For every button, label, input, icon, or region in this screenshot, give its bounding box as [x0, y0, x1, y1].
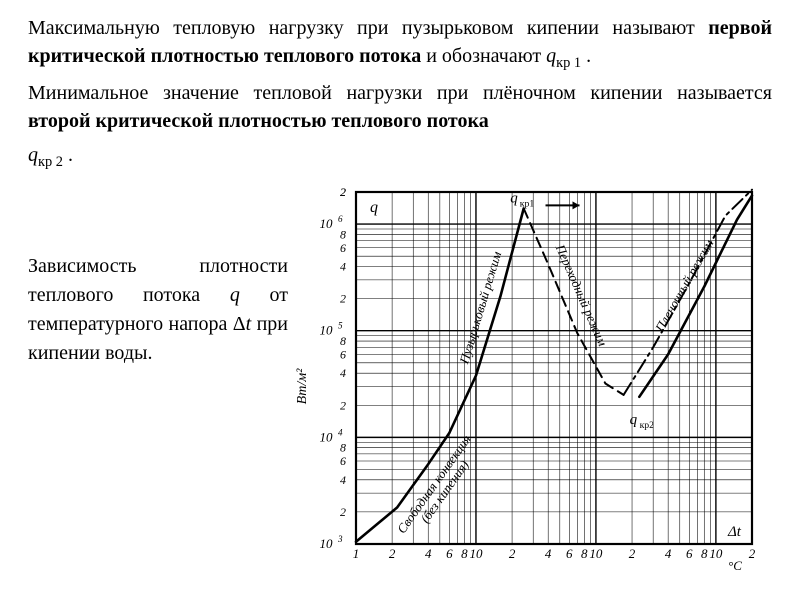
- svg-text:4: 4: [340, 366, 346, 380]
- svg-text:10: 10: [589, 546, 603, 561]
- svg-text:2: 2: [509, 546, 516, 561]
- p3-symbol: q: [28, 144, 38, 166]
- svg-text:3: 3: [337, 534, 343, 544]
- svg-text:2: 2: [340, 399, 346, 413]
- svg-text:2: 2: [340, 185, 346, 199]
- svg-text:6: 6: [446, 546, 453, 561]
- p1-symbol: q: [546, 45, 556, 67]
- svg-text:5: 5: [338, 321, 343, 331]
- svg-text:4: 4: [665, 546, 672, 561]
- svg-text:4: 4: [545, 546, 552, 561]
- svg-text:2: 2: [389, 546, 396, 561]
- svg-text:4: 4: [340, 473, 346, 487]
- svg-text:кр2: кр2: [640, 420, 655, 431]
- svg-text:4: 4: [340, 260, 346, 274]
- svg-text:8: 8: [340, 334, 346, 348]
- svg-text:10: 10: [320, 323, 334, 338]
- svg-text:8: 8: [701, 546, 708, 561]
- svg-text:8: 8: [461, 546, 468, 561]
- svg-text:6: 6: [340, 348, 346, 362]
- svg-text:1: 1: [353, 546, 360, 561]
- paragraph-2: Минимальное значение тепловой нагрузки п…: [28, 79, 772, 135]
- svg-text:10: 10: [320, 216, 334, 231]
- svg-text:4: 4: [425, 546, 432, 561]
- svg-text:°С: °С: [728, 558, 742, 573]
- svg-text:2: 2: [340, 292, 346, 306]
- p1-end: .: [581, 45, 591, 67]
- svg-text:10: 10: [469, 546, 483, 561]
- svg-text:Δt: Δt: [727, 524, 742, 540]
- svg-text:10: 10: [709, 546, 723, 561]
- svg-text:q: q: [510, 191, 518, 207]
- svg-text:2: 2: [340, 505, 346, 519]
- svg-text:8: 8: [581, 546, 588, 561]
- svg-text:6: 6: [340, 454, 346, 468]
- svg-text:2: 2: [629, 546, 636, 561]
- p1-subscript: кр 1: [556, 55, 581, 71]
- svg-text:10: 10: [320, 536, 334, 551]
- svg-text:кр1: кр1: [520, 199, 535, 210]
- svg-text:10: 10: [320, 430, 334, 445]
- paragraph-1: Максимальную тепловую нагрузку при пузыр…: [28, 14, 772, 73]
- svg-text:2: 2: [749, 546, 756, 561]
- p3-subscript: кр 2: [38, 154, 63, 170]
- svg-text:Вт/м²: Вт/м²: [295, 368, 310, 405]
- svg-text:8: 8: [340, 228, 346, 242]
- svg-text:6: 6: [686, 546, 693, 561]
- cap-q: q: [230, 284, 240, 306]
- p1-text-c: и обозначают: [421, 45, 546, 67]
- p1-text-a: Максимальную тепловую нагрузку при пузыр…: [28, 17, 708, 39]
- svg-text:q: q: [630, 412, 638, 428]
- p3-end: .: [63, 144, 73, 166]
- boiling-curve-chart: 1246810246810246810210310410510624682468…: [288, 178, 772, 578]
- svg-text:6: 6: [340, 241, 346, 255]
- svg-text:q: q: [370, 199, 378, 216]
- svg-text:4: 4: [338, 428, 343, 438]
- chart-caption: Зависимость плотности теплового потока q…: [28, 252, 288, 368]
- svg-text:6: 6: [566, 546, 573, 561]
- p2-text-a: Минимальное значение тепловой нагрузки п…: [28, 82, 772, 104]
- svg-text:6: 6: [338, 214, 343, 224]
- paragraph-3: qкр 2 .: [28, 141, 772, 172]
- svg-text:8: 8: [340, 441, 346, 455]
- p2-term: второй критической плотностью теплового …: [28, 110, 489, 132]
